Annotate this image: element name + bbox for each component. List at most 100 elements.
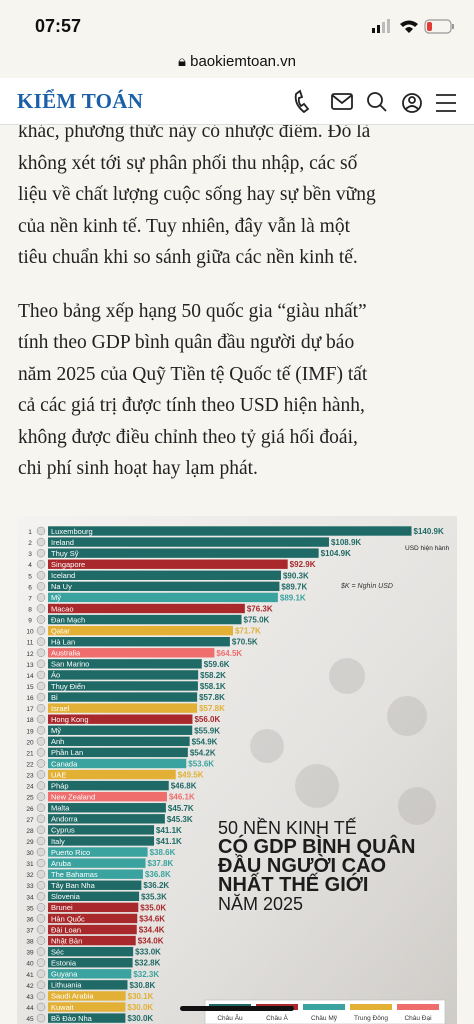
country-label: Mỹ <box>51 726 61 735</box>
rank: 3 <box>28 551 32 558</box>
legend-label: Châu Đại <box>404 1015 431 1022</box>
bar <box>48 825 155 835</box>
bar <box>48 570 281 580</box>
bar <box>48 803 166 813</box>
country-label: Anh <box>51 737 64 746</box>
value-label: $89.1K <box>280 593 306 602</box>
flag <box>36 626 46 635</box>
country-label: Ireland <box>51 538 74 547</box>
rank: 40 <box>26 961 34 968</box>
bar <box>48 758 187 769</box>
flag <box>36 991 46 1001</box>
value-label: $57.8K <box>199 693 225 702</box>
value-label: $36.2K <box>143 881 169 890</box>
bar <box>48 891 140 902</box>
country-label: Tây Ban Nha <box>51 881 96 890</box>
rank: 16 <box>26 695 34 702</box>
country-label: Áo <box>51 671 60 680</box>
country-label: Australia <box>51 649 81 658</box>
legend-label: Trung Đông <box>354 1015 388 1022</box>
country-label: San Marino <box>51 660 89 669</box>
text-line: không được điều chỉnh theo tỷ giá hối đo… <box>18 426 358 448</box>
country-label: Séc <box>51 947 64 956</box>
bar <box>48 703 198 713</box>
header-icons[interactable] <box>290 82 470 122</box>
bar <box>48 648 215 658</box>
country-label: Estonia <box>51 959 77 968</box>
bar <box>48 1013 126 1023</box>
rank: 5 <box>28 573 32 580</box>
flag <box>36 803 46 812</box>
flag <box>36 936 46 945</box>
rank: 33 <box>26 883 34 890</box>
flag <box>36 947 46 956</box>
country-label: Bỉ <box>51 693 58 702</box>
value-label: $53.6K <box>188 759 214 768</box>
country-label: UAE <box>51 770 66 779</box>
chart-title: CÓ GDP BÌNH QUÂN <box>218 834 415 858</box>
bar <box>48 847 148 857</box>
country-label: Hàn Quốc <box>51 914 85 923</box>
chart-title: NHẤT THẾ GIỚI <box>218 872 368 896</box>
address-bar[interactable]: 🔒︎ baokiemtoan.vn <box>0 46 474 78</box>
rank: 27 <box>26 817 34 824</box>
rank: 22 <box>26 761 34 768</box>
bar <box>48 725 193 735</box>
value-label: $108.9K <box>331 538 361 547</box>
bar <box>48 769 176 780</box>
flag <box>36 1013 46 1023</box>
bar <box>48 526 412 536</box>
flag <box>36 726 46 735</box>
rank: 39 <box>26 950 34 957</box>
flag <box>36 593 46 602</box>
rank: 17 <box>26 706 34 713</box>
bar <box>48 980 128 990</box>
bar <box>48 814 165 824</box>
chart-title: ĐẦU NGƯỜI CAO <box>218 853 386 877</box>
country-label: Thụy Sỹ <box>51 549 79 558</box>
legend-label: Châu Âu <box>217 1013 243 1022</box>
country-label: Bồ Đào Nha <box>51 1014 93 1023</box>
rank: 21 <box>26 750 34 757</box>
value-label: $34.6K <box>139 914 165 923</box>
value-label: $55.9K <box>194 726 220 735</box>
country-label: Pháp <box>51 781 69 790</box>
value-label: $33.0K <box>135 948 161 957</box>
bar <box>48 537 329 547</box>
flag <box>36 781 46 790</box>
country-label: The Bahamas <box>51 870 98 879</box>
value-label: $30.0K <box>127 1014 153 1023</box>
rank: 19 <box>26 728 34 735</box>
bar <box>48 548 319 558</box>
legend-swatch <box>350 1004 392 1010</box>
bar <box>48 969 132 979</box>
country-label: Puerto Rico <box>51 848 90 857</box>
flag <box>36 582 46 591</box>
rank: 12 <box>26 651 34 658</box>
country-label: Qatar <box>51 626 70 635</box>
status-bar: 07:57 <box>0 0 474 46</box>
logo[interactable]: KIỂM TOÁN <box>17 89 144 113</box>
bar <box>48 736 190 747</box>
value-label: $41.1K <box>156 826 182 835</box>
rank: 30 <box>26 850 34 857</box>
flag <box>36 1002 46 1012</box>
flag <box>36 537 46 547</box>
country-label: Mỹ <box>51 593 61 602</box>
bar <box>48 913 138 924</box>
value-label: $90.3K <box>283 571 309 580</box>
flag <box>36 548 46 558</box>
rank: 9 <box>28 618 32 625</box>
infographic: 1 Luxembourg $140.9K 2 Ireland $108.9K 3 Thụy S… <box>17 516 457 1024</box>
text-line: cả các giá trị được tính theo USD hiện h… <box>18 395 365 416</box>
value-label: $30.1K <box>128 992 154 1001</box>
country-label: Hong Kong <box>51 715 89 724</box>
value-label: $140.9K <box>414 527 444 536</box>
rank: 26 <box>26 806 34 813</box>
flag <box>36 692 46 702</box>
bar <box>48 836 155 846</box>
text-line: tính theo GDP bình quân đầu người dự báo <box>18 332 355 353</box>
flag <box>36 903 46 912</box>
rank: 28 <box>26 828 34 835</box>
